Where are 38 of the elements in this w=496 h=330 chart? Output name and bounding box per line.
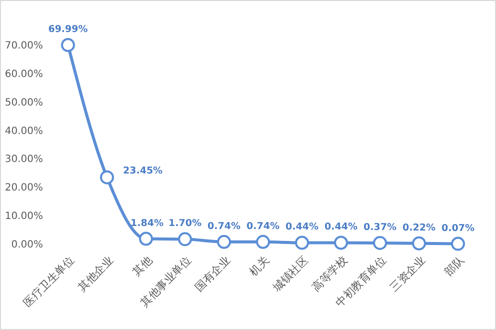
point [100,170,114,184]
point [178,232,192,246]
data-label: 0.37% [364,222,397,233]
point [256,234,270,249]
point [373,236,387,250]
x-tick-label: 机关 [247,254,272,278]
data-label: 0.74% [246,220,280,232]
data-label: 0.07% [442,222,475,234]
point [334,236,348,250]
data-label: 23.45% [123,165,164,176]
point [217,234,231,249]
x-tick-label: 医疗卫生单位 [20,254,77,310]
x-tick-label: 其他企业 [76,254,116,294]
x-tick-label: 国有企业 [192,254,233,294]
data-label: 1.84% [130,218,164,229]
y-tick-label: 60.00% [4,68,43,80]
point [412,236,426,250]
x-tick-label: 部队 [442,254,467,278]
point [295,236,309,250]
x-tick-label: 其他 [130,254,155,278]
data-label: 0.22% [402,222,436,234]
data-label: 1.70% [168,218,202,230]
point [61,38,75,52]
data-label: 0.44% [324,222,358,233]
y-tick-label: 20.00% [4,182,43,194]
y-tick-label: 30.00% [4,154,43,166]
y-tick-label: 10.00% [4,211,43,222]
y-tick-label: 40.00% [4,126,43,137]
data-label: 0.44% [286,222,319,233]
y-tick-label: 70.00% [4,40,43,52]
y-tick-label: 0.00% [11,240,43,250]
point [139,232,153,246]
x-tick-label: 三资企业 [388,254,428,294]
x-tick-label: 城镇社区 [270,254,311,295]
data-label: 69.99% [48,24,88,36]
point [451,236,465,251]
data-label: 0.74% [208,220,241,232]
y-tick-label: 50.00% [4,97,43,108]
